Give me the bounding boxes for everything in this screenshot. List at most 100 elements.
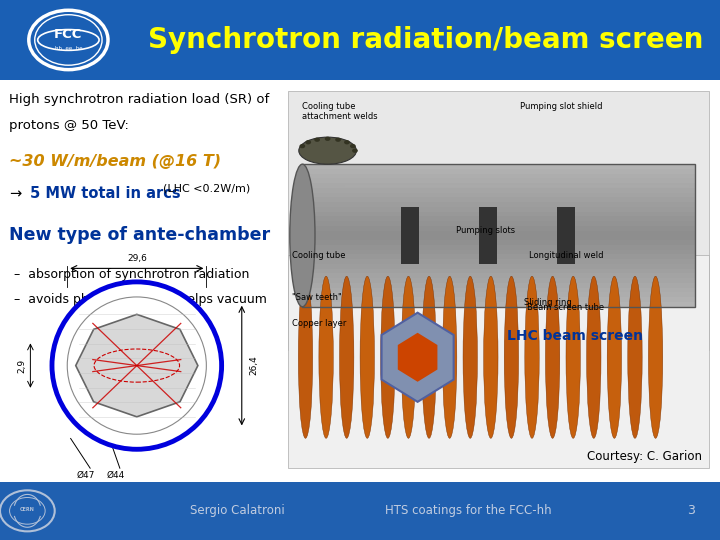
Text: FCC: FCC — [54, 28, 83, 41]
Bar — [302, 302, 695, 307]
Bar — [302, 259, 695, 264]
Bar — [302, 183, 695, 188]
Circle shape — [336, 138, 341, 142]
Ellipse shape — [298, 276, 312, 438]
Text: 5 MW total in arcs: 5 MW total in arcs — [30, 186, 181, 201]
Bar — [302, 245, 695, 249]
Polygon shape — [382, 313, 454, 402]
Text: 2,9: 2,9 — [18, 359, 27, 373]
Circle shape — [344, 140, 350, 144]
Ellipse shape — [381, 276, 395, 438]
Text: –  avoids photo-electrons, helps vacuum: – avoids photo-electrons, helps vacuum — [14, 293, 267, 306]
Bar — [302, 188, 695, 193]
Bar — [400, 207, 418, 264]
Ellipse shape — [442, 276, 457, 438]
Text: High synchrotron radiation load (SR) of: High synchrotron radiation load (SR) of — [9, 93, 269, 106]
Bar — [302, 164, 695, 169]
Text: CERN: CERN — [20, 507, 35, 512]
Bar — [302, 240, 695, 245]
Bar — [0, 0, 720, 80]
Bar — [302, 231, 695, 235]
Ellipse shape — [484, 276, 498, 438]
Text: Synchrotron radiation/beam screen: Synchrotron radiation/beam screen — [148, 26, 703, 54]
Text: Ø44: Ø44 — [107, 471, 125, 480]
Bar — [0, 482, 720, 540]
Text: HTS coatings for the FCC-hh: HTS coatings for the FCC-hh — [384, 504, 552, 517]
Text: protons @ 50 TeV:: protons @ 50 TeV: — [9, 119, 128, 132]
Text: Longitudinal weld: Longitudinal weld — [529, 252, 604, 260]
Ellipse shape — [360, 276, 374, 438]
Text: Pumping slot shield: Pumping slot shield — [520, 102, 602, 111]
Bar — [302, 217, 695, 221]
Bar — [288, 91, 709, 350]
Ellipse shape — [545, 276, 560, 438]
Bar — [302, 297, 695, 302]
Bar — [557, 207, 575, 264]
Ellipse shape — [289, 164, 315, 307]
Ellipse shape — [525, 276, 539, 438]
Circle shape — [352, 148, 358, 153]
Bar — [302, 264, 695, 269]
Text: (LHC <0.2W/m): (LHC <0.2W/m) — [156, 184, 251, 194]
Bar — [302, 226, 695, 231]
Bar — [302, 164, 695, 307]
Bar — [302, 293, 695, 297]
Polygon shape — [397, 333, 438, 382]
Text: 29,6: 29,6 — [127, 254, 147, 263]
Text: Copper layer: Copper layer — [292, 319, 346, 328]
Bar — [302, 249, 695, 254]
Circle shape — [300, 144, 305, 148]
Text: Pumping slots: Pumping slots — [456, 226, 516, 234]
Ellipse shape — [628, 276, 642, 438]
Bar — [288, 255, 709, 468]
Text: Cooling tube: Cooling tube — [292, 252, 345, 260]
Circle shape — [350, 144, 356, 148]
Circle shape — [325, 137, 330, 141]
Text: ~30 W/m/beam (@16 T): ~30 W/m/beam (@16 T) — [9, 154, 221, 169]
Text: –  absorption of synchrotron radiation: – absorption of synchrotron radiation — [14, 268, 250, 281]
Bar — [302, 221, 695, 226]
Text: Sliding ring: Sliding ring — [524, 298, 572, 307]
Ellipse shape — [648, 276, 663, 438]
Text: LHC beam screen: LHC beam screen — [507, 329, 643, 343]
Bar — [302, 174, 695, 178]
Bar — [302, 169, 695, 174]
Text: 3: 3 — [688, 504, 695, 517]
Text: New type of ante-chamber: New type of ante-chamber — [9, 226, 270, 244]
Bar — [302, 254, 695, 259]
Bar — [302, 207, 695, 212]
Text: Cooling tube
attachment welds: Cooling tube attachment welds — [302, 102, 378, 121]
Ellipse shape — [587, 276, 601, 438]
Bar — [302, 198, 695, 202]
Ellipse shape — [463, 276, 477, 438]
Bar — [302, 202, 695, 207]
Bar — [302, 269, 695, 273]
Bar — [302, 283, 695, 288]
Bar — [302, 178, 695, 183]
Bar — [479, 207, 497, 264]
Text: Sergio Calatroni: Sergio Calatroni — [190, 504, 285, 517]
Bar — [7, 260, 274, 476]
Text: 26,4: 26,4 — [249, 356, 258, 375]
Circle shape — [314, 138, 320, 142]
Bar — [302, 273, 695, 278]
Ellipse shape — [299, 137, 356, 164]
Ellipse shape — [339, 276, 354, 438]
Ellipse shape — [319, 276, 333, 438]
Text: Ø47: Ø47 — [77, 471, 95, 480]
Text: Courtesy: C. Garion: Courtesy: C. Garion — [587, 450, 702, 463]
Polygon shape — [401, 337, 434, 377]
Polygon shape — [76, 314, 198, 417]
Bar — [302, 278, 695, 283]
Ellipse shape — [422, 276, 436, 438]
Bar — [302, 193, 695, 198]
Text: →: → — [9, 186, 21, 201]
Circle shape — [305, 140, 311, 144]
Bar — [302, 288, 695, 293]
Bar — [302, 235, 695, 240]
Bar — [302, 212, 695, 217]
Text: "Saw teeth": "Saw teeth" — [292, 293, 341, 302]
Text: Beam screen tube: Beam screen tube — [527, 303, 604, 312]
Ellipse shape — [504, 276, 518, 438]
Ellipse shape — [401, 276, 415, 438]
